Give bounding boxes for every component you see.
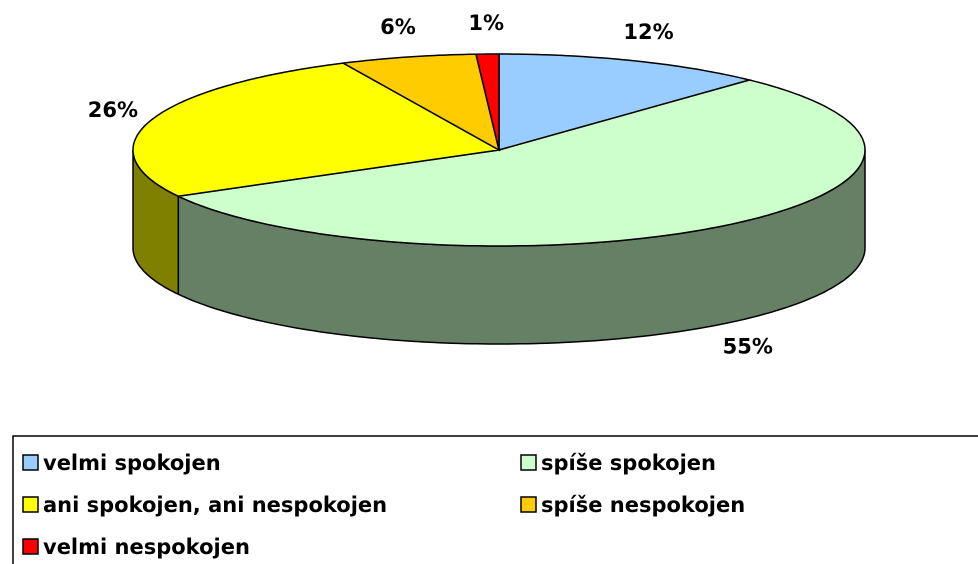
pie-slice (475, 53, 500, 151)
legend-label: velmi spokojen (43, 451, 221, 475)
legend-box (12, 435, 978, 564)
legend-swatch (22, 454, 39, 471)
data-label: 1% (468, 11, 504, 35)
legend-swatch (520, 496, 537, 513)
pie-slice (175, 79, 866, 247)
data-label: 55% (723, 335, 773, 359)
data-label: 26% (88, 98, 138, 122)
legend-swatch (520, 454, 537, 471)
pie-slice (132, 62, 502, 197)
data-label: 6% (380, 15, 416, 39)
legend-label: velmi nespokojen (43, 535, 250, 559)
legend-label: spíše nespokojen (541, 493, 745, 517)
legend-label: spíše spokojen (541, 451, 716, 475)
legend-swatch (22, 496, 39, 513)
pie-slice (340, 53, 501, 152)
legend-label: ani spokojen, ani nespokojen (43, 493, 387, 517)
pie-slice (498, 53, 753, 151)
data-label: 12% (623, 20, 673, 44)
legend-swatch (22, 538, 39, 555)
